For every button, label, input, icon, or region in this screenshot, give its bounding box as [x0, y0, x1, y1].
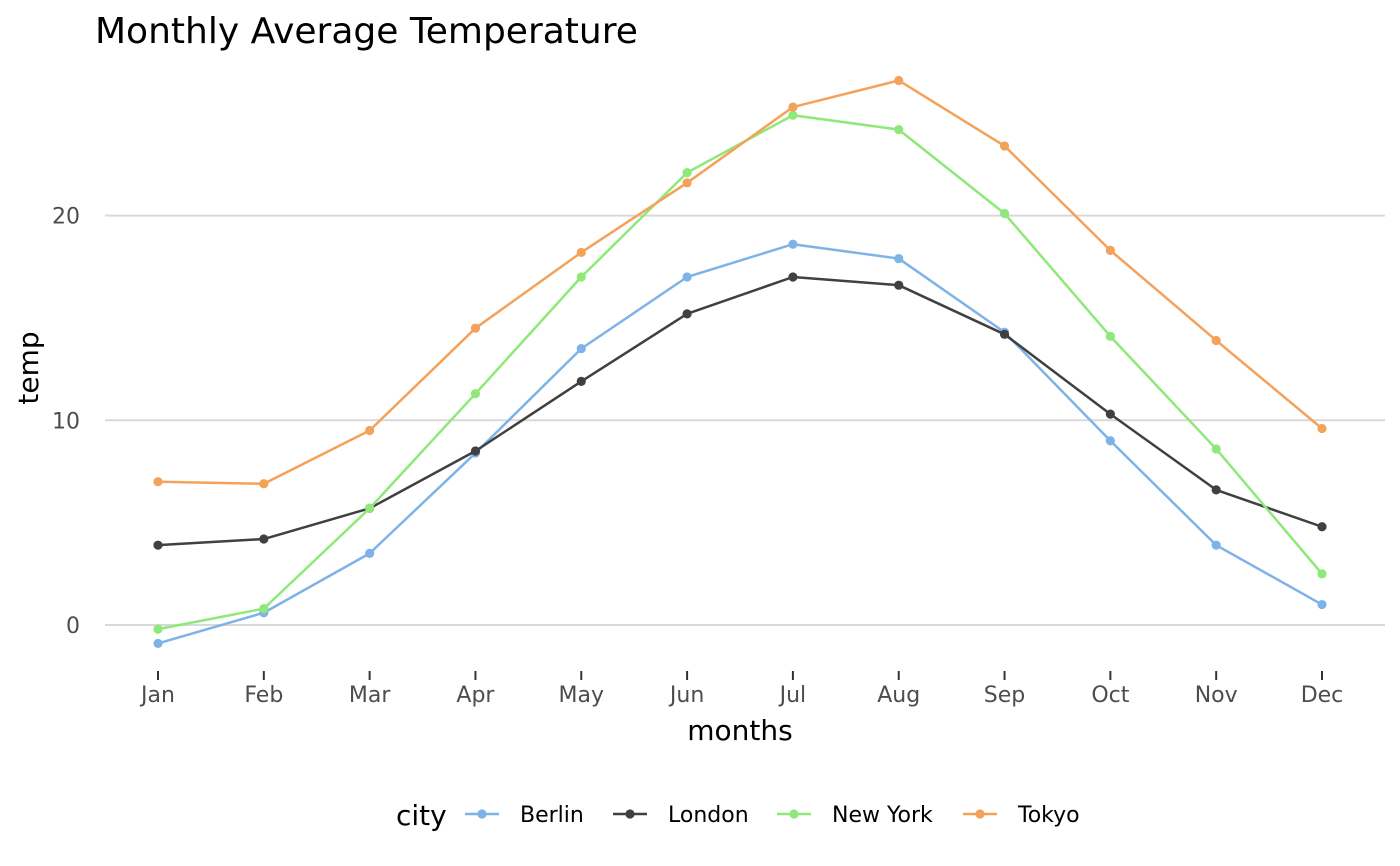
series-london [153, 272, 1327, 550]
data-point [894, 280, 904, 290]
data-point [365, 425, 375, 436]
data-point [576, 376, 586, 387]
data-point [682, 167, 692, 178]
data-point [259, 604, 269, 614]
data-point [1317, 522, 1327, 532]
series-line-tokyo [156, 79, 1324, 486]
legend-label: New York [832, 803, 933, 828]
x-tick-label: Jun [668, 683, 704, 708]
legend-item-berlin: Berlin [465, 803, 584, 828]
legend-item-new-york: New York [777, 803, 933, 828]
data-point [259, 534, 269, 544]
legend-key-point [625, 809, 635, 819]
chart-title: Monthly Average Temperature [95, 11, 638, 52]
y-tick-label: 20 [52, 205, 80, 230]
x-axis-ticks: Jan Feb Mar Apr May Jun Jul Aug Sep Oct Nov Dec [139, 671, 1343, 708]
data-point [1105, 436, 1115, 446]
series-tokyo [153, 75, 1327, 489]
data-point [365, 548, 375, 558]
x-tick-label: Nov [1195, 683, 1238, 708]
x-tick-label: Jan [139, 683, 175, 708]
data-point [1211, 444, 1221, 454]
x-tick-label: Aug [877, 683, 920, 708]
data-point [470, 446, 481, 456]
x-tick-label: Mar [349, 683, 391, 708]
data-point [153, 540, 163, 550]
data-point [153, 477, 163, 487]
data-point [1317, 599, 1327, 610]
legend-key-point [477, 809, 487, 819]
legend-label: London [668, 803, 749, 828]
x-tick-label: Jul [778, 683, 807, 708]
data-point [788, 110, 798, 120]
data-point [1105, 409, 1115, 419]
data-point [1105, 331, 1115, 341]
data-point [1317, 569, 1327, 579]
legend-item-tokyo: Tokyo [963, 803, 1080, 828]
legend-label: Berlin [520, 803, 584, 828]
data-point [470, 389, 481, 399]
data-point [1211, 540, 1221, 550]
data-point [470, 323, 481, 333]
legend-label: Tokyo [1017, 803, 1080, 828]
data-point [788, 102, 798, 112]
data-point [682, 178, 692, 188]
data-point [576, 344, 586, 354]
series-line-berlin [156, 242, 1324, 645]
series-line-london [156, 275, 1324, 547]
grid [105, 214, 1385, 627]
series-lines [153, 75, 1327, 649]
y-tick-label: 0 [66, 614, 80, 639]
y-axis-ticks: 0 10 20 [52, 205, 80, 639]
x-tick-label: Apr [456, 683, 495, 708]
x-axis-title: months [687, 714, 792, 747]
x-tick-label: Sep [984, 683, 1025, 708]
data-point [1317, 423, 1327, 434]
data-point [682, 309, 692, 319]
data-point [365, 503, 375, 513]
data-point [1105, 245, 1115, 255]
data-point [788, 239, 798, 249]
data-point [153, 638, 163, 649]
legend-key-point [975, 809, 985, 819]
data-point [682, 272, 692, 282]
legend-item-london: London [613, 803, 749, 828]
data-point [576, 272, 586, 282]
legend-title: city [396, 799, 447, 832]
y-axis-title: temp [12, 331, 45, 404]
x-tick-label: May [559, 683, 604, 708]
legend: city Berlin London New York Tokyo [396, 799, 1080, 832]
series-new-york [153, 110, 1327, 634]
x-tick-label: Dec [1301, 683, 1344, 708]
data-point [999, 141, 1010, 151]
data-point [788, 272, 798, 282]
data-point [894, 125, 904, 135]
data-point [999, 329, 1010, 339]
x-tick-label: Oct [1091, 683, 1129, 708]
data-point [1211, 485, 1221, 495]
data-point [576, 247, 586, 258]
data-point [999, 208, 1010, 219]
y-tick-label: 10 [52, 409, 80, 434]
data-point [894, 75, 904, 86]
legend-key-point [789, 809, 799, 819]
data-point [153, 624, 163, 634]
data-point [894, 253, 904, 264]
series-line-new-york [156, 114, 1324, 631]
data-point [259, 479, 269, 489]
x-tick-label: Feb [244, 683, 283, 708]
data-point [1211, 335, 1221, 346]
